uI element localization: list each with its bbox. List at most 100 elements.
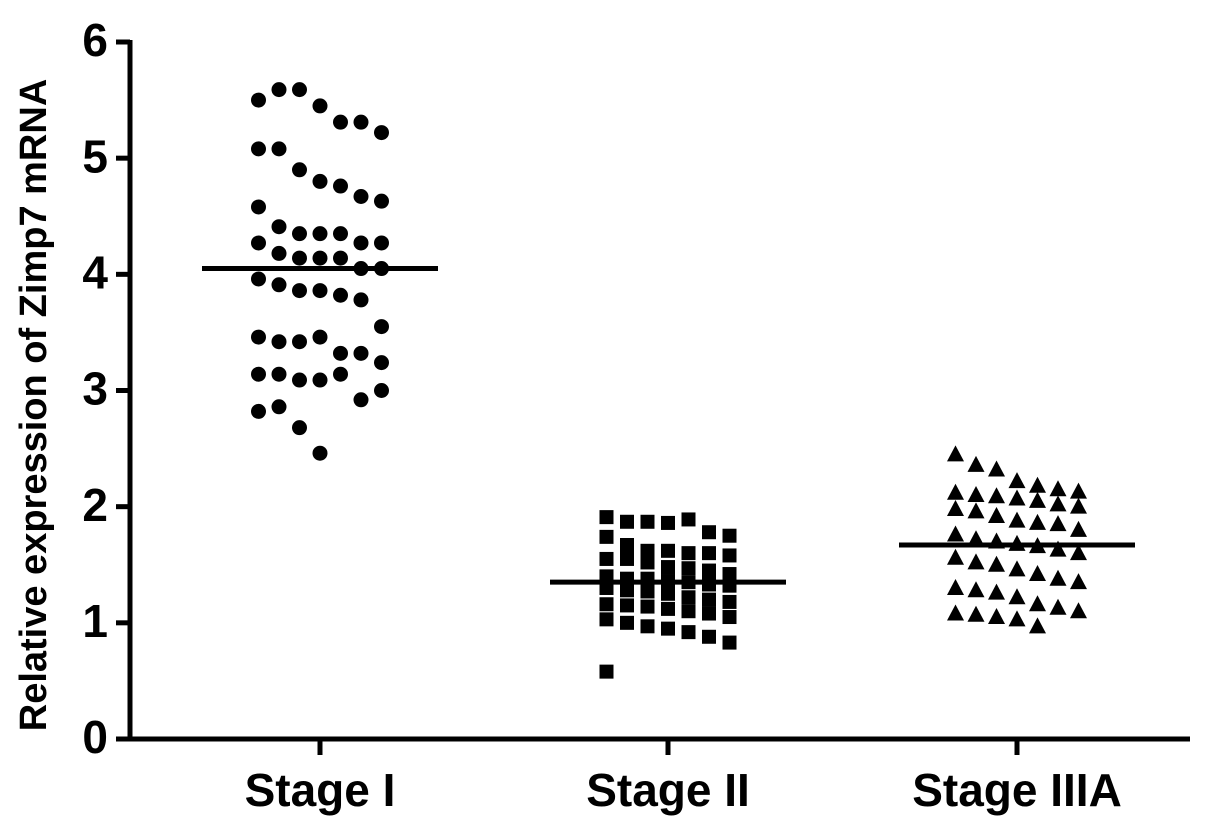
data-point xyxy=(640,619,655,634)
data-point xyxy=(640,584,655,599)
data-point xyxy=(1029,476,1046,493)
data-point xyxy=(1008,511,1026,528)
data-point xyxy=(722,567,737,582)
data-point xyxy=(988,583,1005,600)
data-point xyxy=(661,586,675,601)
data-point xyxy=(702,629,716,644)
data-point xyxy=(1029,617,1046,634)
data-point xyxy=(271,82,287,98)
data-point xyxy=(292,283,307,299)
data-point xyxy=(333,287,348,303)
data-point xyxy=(722,594,737,609)
data-point xyxy=(1070,544,1087,561)
data-point xyxy=(722,528,737,543)
data-point xyxy=(599,529,614,544)
data-point xyxy=(988,555,1005,572)
data-point xyxy=(661,601,675,616)
data-point xyxy=(1029,513,1046,530)
data-point xyxy=(1049,515,1067,532)
y-tick-label: 3 xyxy=(82,363,108,415)
data-point xyxy=(620,514,634,529)
data-point xyxy=(292,82,307,98)
data-point xyxy=(1008,472,1026,489)
data-point xyxy=(661,515,675,530)
data-point xyxy=(1029,491,1046,508)
data-point xyxy=(947,499,964,516)
x-tick-label: Stage IIIA xyxy=(912,764,1122,816)
x-tick-label: Stage I xyxy=(245,764,396,816)
data-point xyxy=(661,560,675,575)
data-point xyxy=(988,506,1005,523)
data-point xyxy=(599,664,614,679)
data-point xyxy=(702,546,716,561)
data-point xyxy=(374,193,389,209)
data-point xyxy=(947,445,964,462)
data-point xyxy=(967,455,985,472)
data-point xyxy=(292,372,307,388)
data-point xyxy=(312,329,328,345)
data-point xyxy=(702,563,716,578)
x-tick-label: Stage II xyxy=(586,764,750,816)
data-point xyxy=(620,615,634,630)
data-point xyxy=(599,612,614,627)
data-point xyxy=(640,599,655,614)
data-point xyxy=(1008,610,1026,627)
data-point xyxy=(292,334,307,350)
data-point xyxy=(702,606,716,621)
data-point xyxy=(271,219,287,235)
data-point xyxy=(271,399,287,415)
data-point xyxy=(353,392,369,408)
data-point xyxy=(271,277,287,293)
data-point xyxy=(1029,595,1046,612)
data-point xyxy=(702,525,716,540)
data-point xyxy=(292,226,307,242)
data-point xyxy=(312,98,328,114)
data-point xyxy=(661,543,675,558)
data-point xyxy=(292,250,307,266)
data-point xyxy=(333,114,348,130)
data-point xyxy=(640,514,655,529)
data-point xyxy=(271,141,287,157)
y-tick-label: 1 xyxy=(82,595,108,647)
data-point xyxy=(640,543,655,558)
data-point xyxy=(640,555,655,570)
data-point xyxy=(1049,495,1067,512)
y-tick-label: 4 xyxy=(82,246,108,298)
data-point xyxy=(251,92,266,108)
data-point xyxy=(967,486,985,503)
data-point xyxy=(251,271,266,287)
data-point xyxy=(1049,569,1067,586)
data-point xyxy=(1049,598,1067,615)
data-point xyxy=(374,355,389,371)
data-point xyxy=(1008,588,1026,605)
data-point xyxy=(620,598,634,613)
data-point xyxy=(1070,573,1087,590)
data-point xyxy=(292,420,307,436)
data-point xyxy=(251,199,266,215)
data-point xyxy=(312,372,328,388)
data-point xyxy=(312,445,328,461)
data-point xyxy=(312,250,328,266)
data-point xyxy=(374,125,389,141)
data-point xyxy=(251,235,266,251)
data-point xyxy=(620,551,634,566)
data-point xyxy=(353,114,369,130)
data-point xyxy=(620,538,634,553)
y-axis-label: Relative expression of Zimp7 mRNA xyxy=(13,79,55,732)
data-point xyxy=(251,141,266,157)
data-point xyxy=(599,551,614,566)
data-point xyxy=(374,383,389,398)
data-point xyxy=(333,345,348,361)
data-point xyxy=(333,366,348,382)
data-point xyxy=(967,581,985,598)
y-tick-label: 0 xyxy=(82,711,108,763)
data-point xyxy=(312,226,328,242)
data-point xyxy=(251,366,266,382)
data-point xyxy=(333,226,348,242)
data-point xyxy=(1008,560,1026,577)
data-point xyxy=(333,250,348,266)
data-point xyxy=(353,292,369,308)
data-point xyxy=(1070,497,1087,514)
